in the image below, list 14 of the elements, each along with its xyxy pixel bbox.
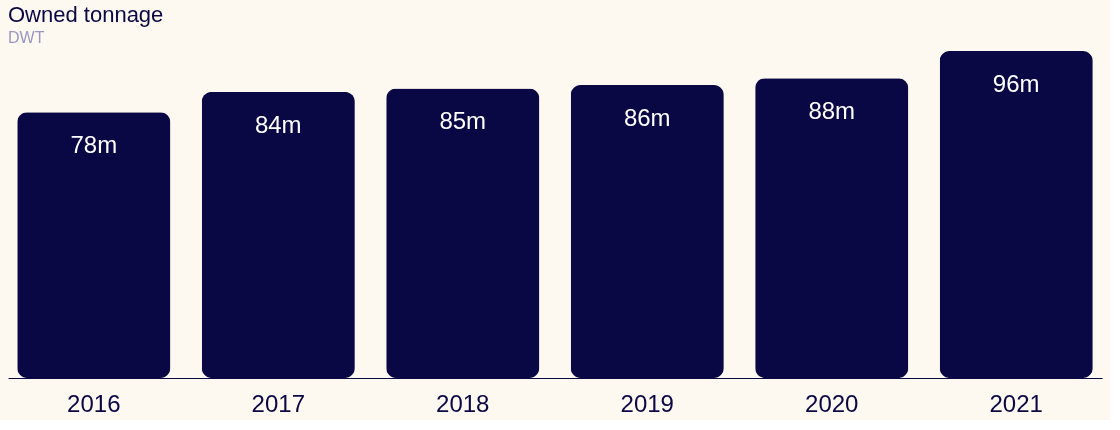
x-tick-label: 2019 xyxy=(620,389,674,417)
x-tick-label: 2018 xyxy=(436,389,490,417)
chart-title: Owned tonnage xyxy=(8,2,164,27)
data-label: 86m xyxy=(623,104,671,132)
data-label: 88m xyxy=(808,97,856,125)
data-label: 78m xyxy=(70,131,118,159)
data-label: 84m xyxy=(254,110,302,138)
x-tick-label: 2016 xyxy=(67,389,121,417)
x-tick-label: 2021 xyxy=(989,389,1043,417)
chart-subtitle: DWT xyxy=(8,29,45,46)
data-label: 96m xyxy=(992,70,1040,97)
x-tick-label: 2020 xyxy=(805,389,859,417)
data-label: 85m xyxy=(439,107,487,135)
x-tick-label: 2017 xyxy=(251,389,305,417)
